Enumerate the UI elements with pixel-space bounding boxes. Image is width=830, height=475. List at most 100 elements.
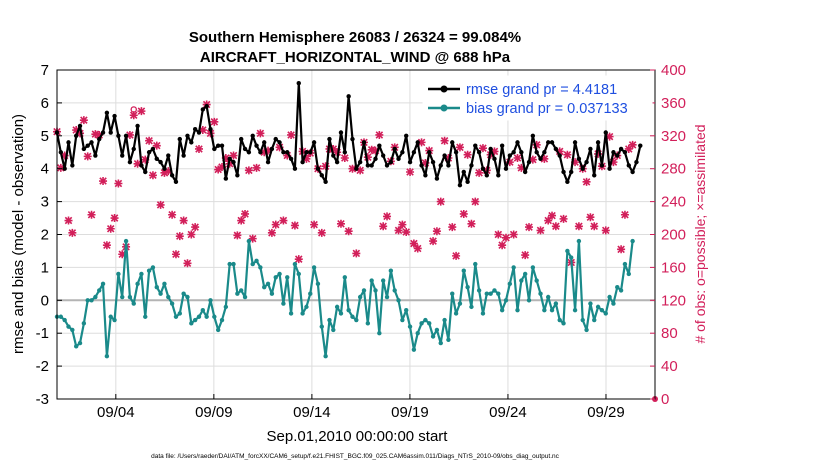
rmse-point: [235, 173, 240, 178]
rmse-point: [434, 176, 440, 181]
bias-point: [254, 258, 259, 264]
rmse-point: [296, 80, 301, 86]
bias-point: [519, 278, 524, 283]
obs-assimilated-marker: [417, 138, 426, 147]
obs-assimilated-marker: [498, 241, 507, 250]
rmse-point: [342, 150, 348, 155]
y-right-tick-label: 240: [661, 194, 686, 211]
bias-point: [434, 327, 440, 333]
obs-assimilated-marker: [102, 241, 111, 250]
bias-point: [112, 317, 117, 323]
obs-assimilated-marker: [256, 129, 265, 138]
rmse-point: [595, 140, 601, 145]
rmse-point: [204, 103, 209, 109]
rmse-point: [338, 130, 344, 135]
obs-assimilated-marker: [413, 244, 422, 253]
rmse-point: [392, 146, 397, 152]
rmse-point: [373, 156, 378, 162]
obs-assimilated-marker: [521, 251, 530, 260]
x-tick-label: 09/19: [391, 404, 429, 421]
obs-assimilated-marker: [467, 219, 476, 228]
rmse-point: [484, 173, 489, 178]
bias-point: [173, 314, 179, 319]
rmse-point: [97, 136, 102, 142]
bias-point: [569, 255, 574, 260]
rmse-point: [169, 173, 175, 178]
bias-point: [384, 294, 390, 300]
bias-point: [250, 261, 255, 267]
data-file-footer: data file: /Users/raeder/DAI/ATM_forcXX/…: [151, 453, 560, 460]
obs-assimilated-marker: [287, 130, 296, 139]
y-left-tick-label: 6: [41, 95, 49, 112]
bias-point: [538, 291, 543, 296]
bias-line: [57, 240, 634, 358]
bias-point: [89, 298, 94, 303]
obs-assimilated-marker: [229, 151, 238, 160]
bias-point: [300, 311, 305, 316]
obs-assimilated-marker: [244, 166, 253, 175]
obs-assimilated-marker: [501, 233, 510, 242]
rmse-point: [258, 150, 263, 155]
rmse-point: [457, 182, 463, 188]
bias-point: [258, 265, 263, 270]
obs-assimilated-marker: [452, 251, 461, 260]
bias-point: [162, 281, 167, 287]
bias-point: [323, 354, 328, 359]
rmse-point: [127, 159, 133, 165]
bias-point: [281, 301, 286, 306]
rmse-point: [473, 143, 478, 148]
bias-point: [346, 307, 351, 313]
bias-point: [557, 317, 562, 323]
rmse-point: [380, 153, 386, 158]
y-left-tick-label: -2: [36, 358, 49, 375]
obs-assimilated-marker: [271, 220, 280, 229]
bias-point: [407, 324, 413, 329]
bias-point: [331, 327, 336, 333]
rmse-point: [407, 159, 413, 165]
rmse-point: [70, 163, 75, 168]
bias-point: [123, 238, 129, 244]
bias-point: [572, 307, 578, 313]
bias-point: [319, 324, 324, 329]
obs-assimilated-marker: [79, 116, 88, 125]
rmse-point: [503, 166, 509, 171]
bias-point: [580, 317, 585, 323]
obs-assimilated-marker: [145, 136, 154, 145]
rmse-point: [238, 136, 244, 142]
rmse-point: [196, 130, 202, 135]
bias-point: [100, 281, 106, 287]
obs-assimilated-marker: [448, 223, 457, 232]
rmse-point: [423, 173, 428, 178]
obs-assimilated-marker: [264, 146, 273, 155]
y-left-tick-label: 4: [41, 161, 49, 178]
y-right-tick-label: 40: [661, 358, 678, 375]
obs-assimilated-marker: [367, 145, 376, 154]
obs-assimilated-marker: [110, 214, 119, 223]
bias-point: [618, 288, 624, 293]
rmse-point: [526, 159, 532, 165]
bias-point: [415, 331, 420, 336]
bias-point: [496, 291, 501, 296]
obs-assimilated-marker: [532, 140, 541, 149]
obs-assimilated-marker: [56, 163, 65, 172]
chart-title-line2: AIRCRAFT_HORIZONTAL_WIND @ 688 hPa: [200, 49, 511, 66]
obs-assimilated-marker: [348, 164, 357, 173]
rmse-point: [327, 136, 332, 142]
rmse-point: [388, 159, 394, 165]
obs-possible-marker: [130, 106, 137, 113]
legend-label-bias: bias grand pr = 0.037133: [466, 101, 628, 117]
rmse-point: [569, 169, 574, 175]
obs-assimilated-marker: [544, 216, 553, 225]
obs-assimilated-marker: [490, 147, 499, 156]
bias-point: [204, 314, 209, 319]
rmse-point: [496, 173, 501, 178]
bias-point: [592, 317, 597, 323]
rmse-point: [185, 133, 190, 138]
rmse-point: [100, 130, 106, 135]
obs-assimilated-marker: [563, 150, 572, 159]
obs-assimilated-marker: [628, 140, 637, 149]
bias-point: [607, 294, 612, 300]
rmse-point: [384, 163, 390, 168]
obs-assimilated-marker: [463, 150, 472, 159]
bias-point: [181, 291, 186, 296]
